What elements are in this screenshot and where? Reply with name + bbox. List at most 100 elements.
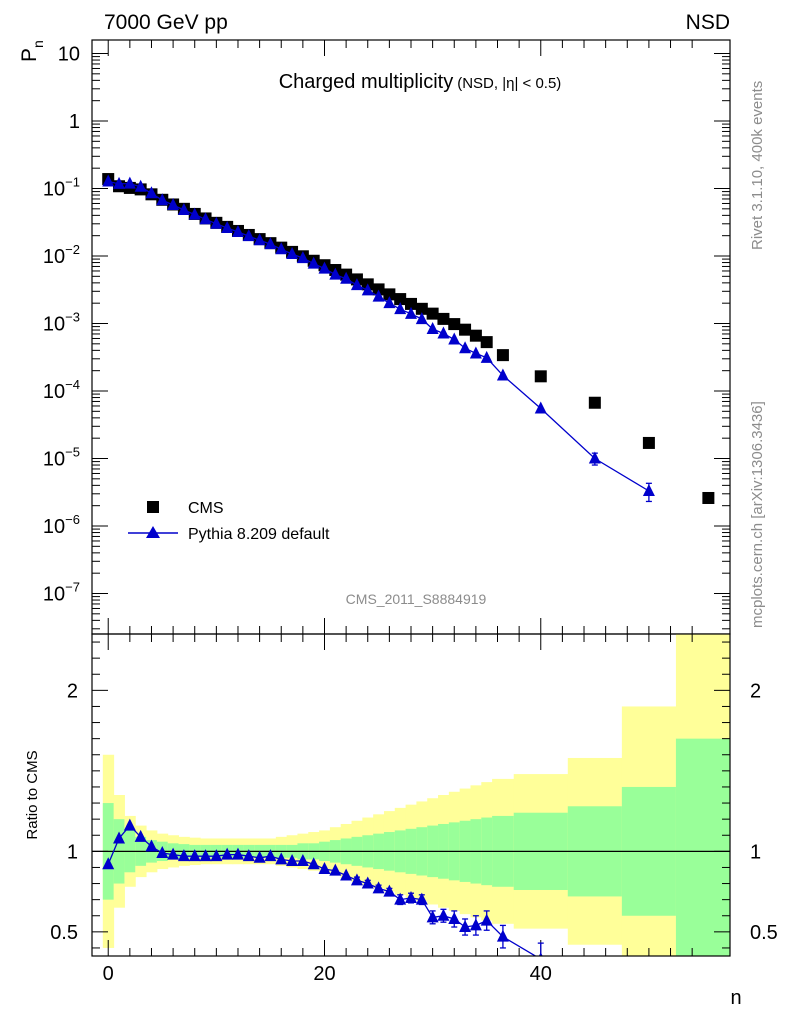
- mc-point: [426, 321, 439, 334]
- process-label: NSD: [686, 11, 730, 34]
- cms-point: [496, 349, 509, 362]
- ratio-mc-point: [329, 863, 342, 876]
- mc-point: [242, 229, 255, 242]
- ratio-mc-point: [242, 849, 255, 862]
- ratio-mc-point: [480, 913, 493, 926]
- y-tick-label: 10−7: [43, 580, 80, 606]
- mc-point: [394, 302, 407, 315]
- mc-point: [167, 197, 180, 210]
- ratio-mc-point: [253, 850, 266, 863]
- ratio-mc-point: [210, 849, 223, 862]
- y-tick-label: 10: [58, 44, 80, 66]
- y-tick-label: 10−1: [43, 175, 80, 201]
- ratio-mc-point: [188, 849, 201, 862]
- ratio-y-tick-label: 1: [67, 841, 78, 863]
- mc-line: [108, 180, 650, 492]
- cms-point: [469, 329, 482, 342]
- ratio-mc-point: [145, 839, 158, 852]
- mc-point: [210, 216, 223, 229]
- ratio-mc-point: [372, 881, 385, 894]
- legend-mc-marker: [146, 526, 160, 538]
- mc-point: [275, 242, 288, 255]
- legend-mc-label: Pythia 8.209 default: [188, 526, 330, 543]
- mc-point: [296, 251, 309, 264]
- cms-point: [372, 283, 385, 296]
- mc-point: [329, 267, 342, 280]
- mc-point: [253, 233, 266, 246]
- cms-point: [534, 370, 547, 383]
- ratio-mc-point: [134, 829, 147, 842]
- mc-point: [307, 256, 320, 269]
- cms-point: [588, 396, 601, 409]
- ratio-mc-point: [469, 918, 482, 931]
- x-tick-label: 0: [103, 963, 114, 985]
- cms-point: [642, 436, 655, 449]
- y-tick-label: 10−4: [43, 377, 80, 403]
- ratio-mc-point: [307, 857, 320, 870]
- mc-point: [534, 401, 547, 414]
- cms-point: [448, 318, 461, 331]
- ratio-mc-point: [296, 854, 309, 867]
- ratio-mc-point: [123, 818, 136, 831]
- y-tick-label: 1: [69, 111, 80, 133]
- ratio-mc-point: [102, 857, 115, 870]
- mc-point: [145, 186, 158, 199]
- ratio-y-tick-label-right: 2: [750, 680, 761, 702]
- ratio-mc-point: [448, 911, 461, 924]
- cms-point: [459, 323, 472, 336]
- mc-point: [383, 296, 396, 309]
- mc-point: [231, 224, 244, 237]
- mc-point: [405, 306, 417, 319]
- mc-point: [123, 176, 136, 189]
- ratio-ylabel: Ratio to CMS: [24, 750, 41, 839]
- legend: CMS Pythia 8.209 default: [128, 500, 330, 543]
- y-tick-label: 10−5: [43, 445, 80, 471]
- cms-point: [480, 336, 493, 349]
- legend-cms-label: CMS: [188, 500, 224, 517]
- mc-point: [264, 237, 277, 250]
- ratio-xlabel: n: [730, 987, 741, 1009]
- mc-point: [286, 247, 299, 260]
- ratio-mc-point: [177, 849, 190, 862]
- ratio-mc-point: [459, 920, 472, 933]
- rivet-label: Rivet 3.1.10, 400k events: [749, 81, 766, 250]
- cms-point: [437, 312, 450, 325]
- mc-point: [361, 283, 374, 296]
- energy-label: 7000 GeV pp: [104, 11, 228, 34]
- ratio-mc-point: [275, 852, 288, 865]
- cms-point: [702, 491, 715, 504]
- x-tick-label: 20: [313, 963, 335, 985]
- ratio-mc-point: [415, 892, 428, 905]
- ratio-mc-point: [350, 873, 363, 886]
- ratio-mc-point: [199, 849, 212, 862]
- ratio-mc-point: [361, 876, 374, 889]
- ratio-y-tick-label: 0.5: [50, 922, 78, 944]
- ratio-y-tick-label-right: 0.5: [750, 922, 778, 944]
- cms-point: [383, 288, 396, 301]
- ratio-mc-point: [286, 854, 299, 867]
- mc-point: [372, 289, 385, 302]
- ratio-mc-point: [113, 831, 126, 844]
- ratio-mc-point: [405, 891, 417, 904]
- ratio-mc-point: [394, 892, 407, 905]
- mc-point: [480, 350, 493, 363]
- mc-point: [188, 207, 201, 220]
- mcplots-label: mcplots.cern.ch [arXiv:1306.3436]: [749, 401, 766, 628]
- mc-point: [134, 179, 147, 192]
- mc-point: [318, 261, 331, 274]
- ratio-mc-point: [496, 929, 509, 942]
- band-inner: [675, 738, 730, 956]
- ratio-mc-point: [167, 847, 180, 860]
- cms-point: [426, 307, 439, 320]
- cms-point: [405, 297, 417, 310]
- mc-point: [340, 271, 353, 284]
- legend-cms-marker: [147, 501, 159, 513]
- ratio-mc-point: [231, 847, 244, 860]
- mc-point: [113, 176, 126, 189]
- mc-point: [415, 312, 428, 325]
- mc-point: [448, 332, 461, 345]
- mc-point: [642, 484, 655, 497]
- y-tick-label: 10−6: [43, 512, 80, 538]
- mc-point: [437, 326, 450, 339]
